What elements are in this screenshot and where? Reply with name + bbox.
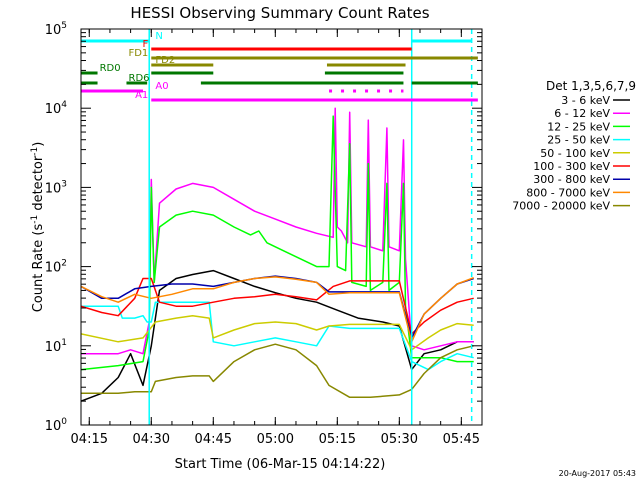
vline-layer [148, 29, 473, 425]
series-line-800-7000-kev [81, 276, 474, 343]
x-tick-label: 05:30 [381, 432, 418, 447]
y-tick-label: 104 [45, 100, 68, 117]
y-axis-label-sup2: -1 [30, 147, 40, 156]
legend-label-7000-20000-kev: 7000 - 20000 keV [512, 200, 610, 213]
x-tick-label: 05:00 [257, 432, 294, 447]
status-bar-a0-label: A0 [155, 81, 168, 92]
y-axis: 100 101 102 103 104 105 [45, 21, 482, 434]
legend-label-50-100-kev: 50 - 100 keV [540, 147, 610, 160]
series-line-25-50-kev [81, 301, 474, 371]
footer-timestamp: 20-Aug-2017 05:43 [559, 469, 636, 478]
y-tick-label: 100 [45, 417, 68, 434]
legend-label-25-50-kev: 25 - 50 keV [547, 134, 610, 147]
series-line-50-100-kev [81, 314, 474, 351]
legend-label-3-6-kev: 3 - 6 keV [561, 94, 610, 107]
series-layer [81, 107, 474, 402]
status-bar-fd2-label: FD2 [155, 55, 175, 66]
status-bar-rd6-label: RD6 [129, 73, 150, 84]
legend-label-6-12-kev: 6 - 12 keV [554, 107, 610, 120]
status-bar-f-label: F [143, 39, 149, 50]
series-line-3-6-kev [81, 269, 474, 402]
y-axis-label: Count Rate (s-1 detector-1) [30, 142, 46, 313]
chart-title: HESSI Observing Summary Count Rates [130, 4, 429, 22]
y-tick-label: 105 [45, 21, 67, 38]
x-tick-label: 04:30 [133, 432, 170, 447]
x-tick-label: 05:15 [319, 432, 356, 447]
series-line-300-800-kev [81, 275, 474, 339]
x-axis-label: Start Time (06-Mar-15 04:14:22) [175, 457, 386, 472]
x-tick-label: 04:15 [71, 432, 108, 447]
x-axis: 04:15 04:30 04:45 05:00 05:15 05:30 05:45 [71, 29, 483, 447]
legend-title: Det 1,3,5,6,7,9 [546, 79, 636, 93]
y-axis-label-mid: detector [31, 155, 46, 215]
status-bar-a1-label: A1 [135, 90, 148, 101]
series-line-100-300-kev [81, 277, 474, 335]
y-tick-label: 101 [45, 338, 67, 355]
x-tick-label: 05:45 [443, 432, 480, 447]
y-tick-label: 103 [45, 179, 67, 196]
y-axis-label-end: ) [31, 142, 46, 147]
plot-frame [80, 28, 483, 426]
x-tick-label: 04:45 [195, 432, 232, 447]
series-line-12-25-kev [81, 115, 474, 371]
y-axis-label-main: Count Rate (s [31, 224, 46, 313]
legend-label-800-7000-kev: 800 - 7000 keV [526, 186, 610, 199]
legend-label-300-800-kev: 300 - 800 keV [533, 173, 610, 186]
legend-label-100-300-kev: 100 - 300 keV [533, 160, 610, 173]
legend-label-12-25-kev: 12 - 25 keV [547, 120, 610, 133]
y-tick-label: 102 [45, 259, 67, 276]
status-bar-rd0-label: RD0 [100, 63, 121, 74]
y-axis-label-sup1: -1 [30, 215, 40, 224]
status-bar-fd1-label: FD1 [128, 48, 148, 59]
status-bar-n-label: N [155, 31, 162, 42]
